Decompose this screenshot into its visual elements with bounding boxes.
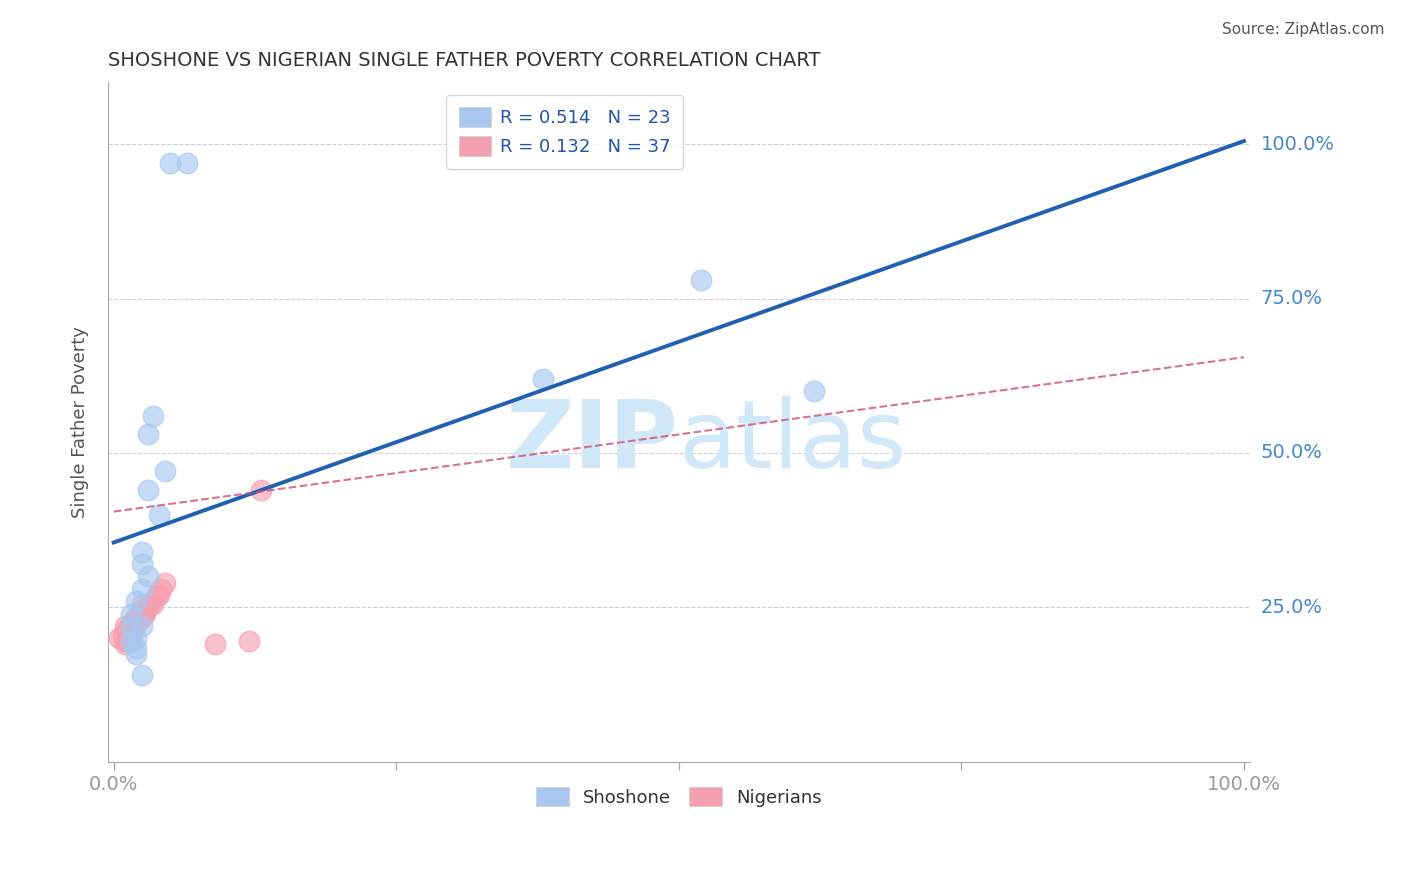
Point (122, 619, 145, 633)
Point (136, 483, 159, 497)
Point (238, 634, 260, 648)
Y-axis label: Single Father Poverty: Single Father Poverty (72, 326, 89, 518)
Point (131, 582, 153, 596)
Point (121, 615, 143, 630)
Point (159, 155, 181, 169)
Point (122, 615, 145, 630)
Point (122, 613, 145, 627)
Text: 25.0%: 25.0% (1261, 598, 1323, 617)
Point (803, 384, 825, 399)
Point (131, 545, 153, 559)
Point (114, 619, 136, 633)
Point (111, 628, 134, 642)
Point (136, 600, 159, 615)
Point (120, 634, 142, 648)
Point (125, 632, 148, 646)
Point (131, 609, 153, 624)
Point (131, 557, 153, 571)
Point (176, 155, 198, 169)
Point (125, 640, 148, 655)
Point (134, 607, 156, 621)
Text: atlas: atlas (679, 396, 907, 489)
Point (142, 597, 165, 611)
Point (120, 607, 142, 621)
Point (136, 427, 159, 442)
Point (108, 632, 131, 646)
Point (115, 625, 138, 640)
Point (131, 619, 153, 633)
Text: 100.0%: 100.0% (1261, 135, 1334, 153)
Point (131, 597, 153, 611)
Point (249, 483, 271, 497)
Text: 50.0%: 50.0% (1261, 443, 1323, 462)
Point (121, 622, 143, 636)
Point (153, 465, 176, 479)
Point (204, 637, 226, 651)
Point (148, 508, 170, 522)
Point (531, 372, 554, 386)
Point (120, 619, 142, 633)
Text: SHOSHONE VS NIGERIAN SINGLE FATHER POVERTY CORRELATION CHART: SHOSHONE VS NIGERIAN SINGLE FATHER POVER… (108, 51, 821, 70)
Point (128, 607, 150, 621)
Point (136, 569, 159, 583)
Point (125, 594, 148, 608)
Point (131, 668, 153, 682)
Point (139, 597, 162, 611)
Text: Source: ZipAtlas.com: Source: ZipAtlas.com (1222, 22, 1385, 37)
Point (142, 409, 165, 423)
Point (118, 628, 141, 642)
Point (125, 647, 148, 661)
Point (120, 625, 142, 640)
Point (125, 609, 148, 624)
Point (125, 615, 148, 630)
Point (145, 588, 167, 602)
Point (134, 607, 156, 621)
Point (150, 582, 173, 596)
Point (124, 619, 146, 633)
Point (128, 613, 150, 627)
Point (153, 575, 176, 590)
Point (114, 634, 136, 648)
Point (114, 637, 136, 651)
Text: 75.0%: 75.0% (1261, 289, 1323, 308)
Point (131, 603, 153, 617)
Point (115, 622, 138, 636)
Point (148, 588, 170, 602)
Point (127, 613, 149, 627)
Text: ZIP: ZIP (506, 396, 679, 489)
Point (117, 632, 139, 646)
Point (120, 619, 142, 633)
Point (690, 273, 713, 287)
Legend: Shoshone, Nigerians: Shoshone, Nigerians (529, 780, 828, 814)
